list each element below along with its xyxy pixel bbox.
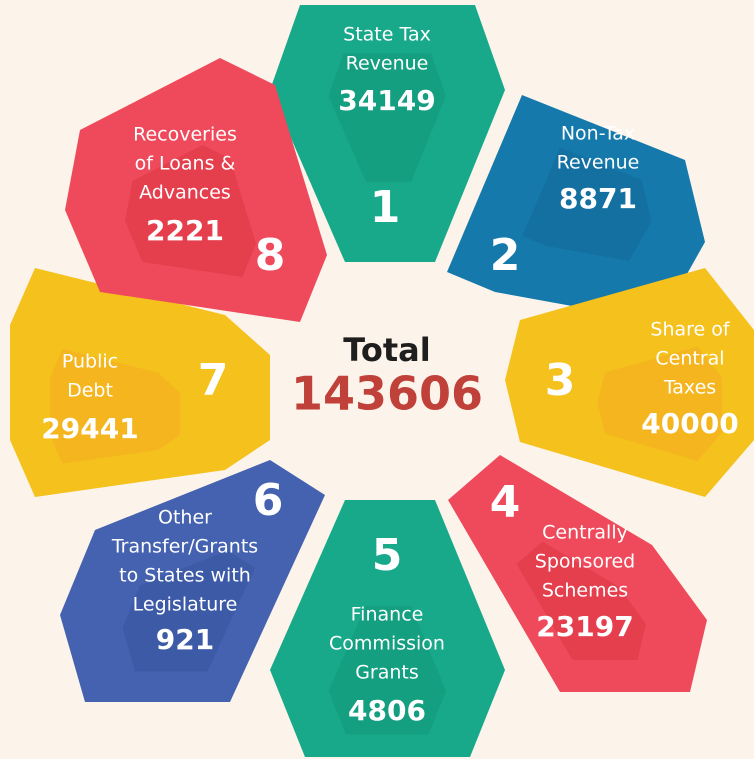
segment-number: 3 bbox=[545, 355, 576, 406]
segment-value: 8871 bbox=[559, 182, 637, 215]
segment-label: Commission bbox=[329, 633, 445, 655]
segment-value: 23197 bbox=[536, 610, 633, 643]
segment: Other Transfer/Grants to States with Legisl… bbox=[60, 460, 325, 702]
segment-value: 40000 bbox=[641, 407, 738, 440]
segment: Share of Central Taxes 40000 3 bbox=[505, 268, 754, 497]
segment: State Tax Revenue 34149 1 bbox=[270, 5, 505, 262]
segment-label: Advances bbox=[139, 182, 231, 204]
segment-value: 4806 bbox=[348, 694, 426, 727]
segment-number: 8 bbox=[255, 230, 286, 281]
segment-value: 2221 bbox=[146, 214, 224, 247]
segment-shade bbox=[125, 145, 256, 277]
segment-label: Public bbox=[62, 351, 118, 373]
segment-label: to States with bbox=[119, 565, 251, 587]
segment-label: Other bbox=[158, 507, 212, 529]
segment-number: 1 bbox=[370, 182, 401, 233]
segment-label: Grants bbox=[355, 662, 419, 684]
segment-shape bbox=[65, 58, 327, 322]
segment: Finance Commission Grants 4806 5 bbox=[270, 500, 505, 757]
segment: Recoveries of Loans & Advances 2221 8 bbox=[65, 58, 327, 322]
segment-number: 5 bbox=[372, 530, 403, 581]
segment-label: Revenue bbox=[346, 53, 429, 75]
segment-label: State Tax bbox=[343, 24, 431, 46]
segment: Public Debt 29441 7 bbox=[10, 268, 270, 497]
segment-shade bbox=[328, 606, 446, 735]
segment-label: Recoveries bbox=[133, 124, 237, 146]
total-label: Total bbox=[343, 331, 430, 369]
segment-label: Sponsored bbox=[535, 551, 635, 573]
segment-shade bbox=[50, 349, 180, 464]
segment-label: Non-Tax bbox=[561, 123, 635, 145]
segment-shape bbox=[505, 268, 754, 497]
segment-number: 4 bbox=[490, 477, 521, 528]
segment-value: 29441 bbox=[41, 412, 138, 445]
segment-shape bbox=[270, 500, 505, 757]
segment-shade bbox=[122, 550, 255, 672]
segment-shape bbox=[447, 95, 705, 322]
segment-number: 7 bbox=[198, 355, 229, 406]
segment-label: Finance bbox=[351, 604, 424, 626]
segment-number: 6 bbox=[253, 475, 284, 526]
segment-value: 921 bbox=[156, 623, 214, 656]
segment-shape bbox=[60, 460, 325, 702]
segment-number: 2 bbox=[490, 230, 521, 281]
total-value: 143606 bbox=[291, 367, 483, 421]
segment-shape bbox=[270, 5, 505, 262]
segment-label: Centrally bbox=[542, 522, 628, 544]
segment-shape bbox=[10, 268, 270, 497]
segment: Non-Tax Revenue 8871 2 bbox=[447, 95, 705, 322]
segment-label: of Loans & bbox=[135, 153, 236, 175]
segment-label: Transfer/Grants bbox=[111, 536, 258, 558]
segment-shade bbox=[328, 53, 446, 182]
segment-label: Revenue bbox=[557, 152, 640, 174]
segment-label: Legislature bbox=[133, 594, 238, 616]
segment-label: Schemes bbox=[542, 580, 628, 602]
segment-label: Debt bbox=[67, 380, 113, 402]
segment-shape bbox=[448, 455, 707, 692]
segment-label: Taxes bbox=[663, 377, 716, 399]
segment-shade bbox=[597, 346, 722, 461]
segments: State Tax Revenue 34149 1 Non-Tax Revenue 8871… bbox=[10, 5, 754, 757]
segment: Centrally Sponsored Schemes 23197 4 bbox=[448, 455, 707, 692]
segment-label: Central bbox=[655, 348, 724, 370]
segment-value: 34149 bbox=[338, 84, 435, 117]
segment-shade bbox=[516, 541, 646, 660]
segment-label: Share of bbox=[650, 319, 730, 341]
segment-shade bbox=[522, 147, 652, 261]
